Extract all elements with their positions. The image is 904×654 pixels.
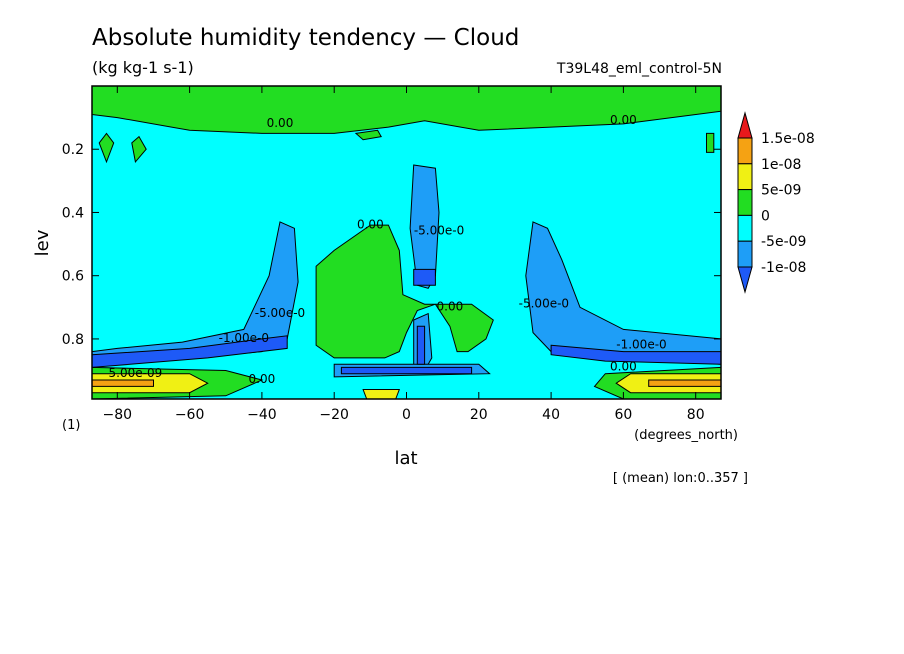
contour-label-8: -1.00e-0 [616, 337, 666, 351]
colorbar-label-0: 1.5e-08 [761, 131, 815, 147]
y-axis: 0.2 0.4 0.6 0.8 [62, 142, 721, 348]
y-axis-unit: (1) [62, 418, 80, 433]
region-blue-lower-right [550, 344, 721, 365]
colorbar-swatch-3 [737, 189, 753, 216]
region-blob-upper-left-2 [131, 135, 147, 164]
contour-label-0: 0.00 [267, 116, 294, 130]
y-axis-label: lev [32, 229, 53, 256]
contour-labels: 0.00 0.00 0.00 -5.00e-0 -5.00e-0 -1.00e-0 0.00… [109, 113, 667, 386]
footer-note: [ (mean) lon:0..357 ] [613, 471, 748, 486]
region-blue-lower-center [340, 366, 473, 375]
colorbar-top-arrow [737, 111, 753, 139]
colorbar-label-3: 0 [761, 208, 770, 224]
colorbar-bottom-arrow [737, 266, 753, 294]
x-tick-label-8: 80 [687, 407, 705, 423]
region-top-green-band [92, 86, 721, 134]
y-tick-label-2: 0.6 [62, 269, 84, 285]
contour-label-9: 5.00e-09 [109, 366, 163, 380]
colorbar-label-1: 1e-08 [761, 157, 801, 173]
contour-fills [92, 86, 721, 399]
region-tongue-right [525, 221, 721, 365]
colorbar: 1.5e-08 1e-08 5e-09 0 -5e-09 -1e-08 [737, 111, 815, 294]
colorbar-label-2: 5e-09 [761, 183, 801, 199]
x-tick-label-7: 60 [614, 407, 632, 423]
y-tick-label-0: 0.2 [62, 142, 84, 158]
chart-units: (kg kg-1 s-1) [92, 58, 194, 77]
x-axis: −80 −60 −40 −20 0 20 40 60 80 [103, 86, 705, 423]
region-orange-bottom-left [92, 379, 154, 387]
colorbar-swatch-2 [737, 163, 753, 191]
region-blob-upper-column [413, 268, 436, 286]
contour-label-6: 0.00 [437, 299, 464, 313]
colorbar-label-5: -1e-08 [761, 260, 806, 276]
colorbar-swatch-1 [737, 137, 753, 165]
x-tick-label-6: 40 [542, 407, 560, 423]
x-tick-label-3: −20 [319, 407, 349, 423]
x-tick-label-0: −80 [103, 407, 133, 423]
contour-label-3: -5.00e-0 [414, 224, 464, 238]
region-orange-bottom-right [648, 379, 721, 387]
colorbar-label-4: -5e-09 [761, 234, 806, 250]
contour-label-7: -5.00e-0 [519, 296, 569, 310]
region-yellow-bottom-center [362, 389, 401, 399]
experiment-name: T39L48_eml_control-5N [556, 61, 722, 77]
region-blob-upper-center [354, 129, 382, 141]
contour-label-5: -1.00e-0 [219, 331, 269, 345]
region-blob-center-large [315, 224, 494, 359]
x-tick-label-5: 20 [470, 407, 488, 423]
region-blue-column-core [416, 325, 426, 365]
region-blue-lower-left [92, 335, 288, 368]
colorbar-swatch-5 [737, 240, 753, 268]
contour-label-10: 0.00 [249, 372, 276, 386]
region-blob-upper-right [706, 132, 715, 153]
contour-label-1: 0.00 [610, 113, 637, 127]
chart-title: Absolute humidity tendency — Cloud [92, 25, 519, 51]
x-tick-label-2: −40 [247, 407, 277, 423]
contour-label-11: 0.00 [610, 360, 637, 374]
x-axis-label: lat [394, 448, 417, 469]
contour-label-2: 0.00 [357, 217, 384, 231]
x-axis-unit: (degrees_north) [634, 428, 738, 443]
contour-label-4: -5.00e-0 [255, 306, 305, 320]
x-tick-label-4: 0 [402, 407, 411, 423]
y-tick-label-1: 0.4 [62, 205, 84, 221]
plot-area: 0.00 0.00 0.00 -5.00e-0 -5.00e-0 -1.00e-0 0.00… [91, 85, 722, 400]
y-tick-label-3: 0.8 [62, 332, 84, 348]
colorbar-swatch-4 [737, 214, 753, 242]
region-blob-upper-left-1 [98, 132, 115, 164]
x-tick-label-1: −60 [175, 407, 205, 423]
